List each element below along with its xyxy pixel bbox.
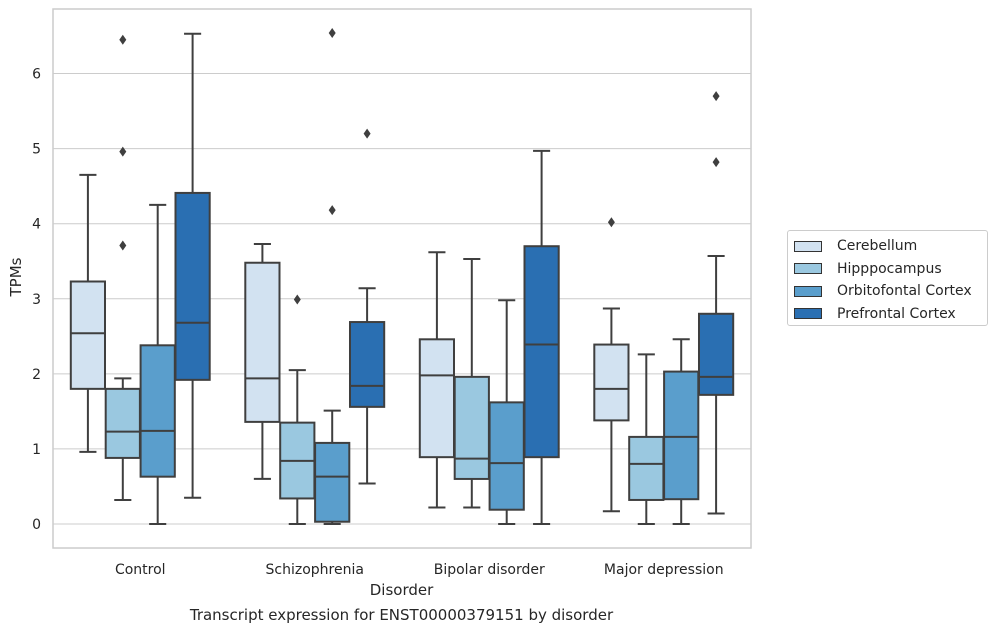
- outlier-point: [119, 240, 127, 251]
- y-tick-label: 1: [32, 442, 41, 458]
- x-tick-label: Schizophrenia: [266, 562, 364, 578]
- box: [453, 375, 490, 480]
- y-tick-label: 6: [32, 67, 41, 83]
- outlier-point: [363, 128, 371, 139]
- box: [418, 338, 456, 459]
- legend-item: Cerebellum: [794, 235, 987, 258]
- x-tick-label: Bipolar disorder: [434, 562, 545, 578]
- box: [174, 191, 211, 381]
- box: [69, 280, 107, 390]
- box: [314, 441, 351, 523]
- legend-label: Hipppocampus: [837, 260, 942, 277]
- box: [628, 435, 665, 501]
- x-tick-label: Major depression: [604, 562, 724, 578]
- box: [244, 261, 281, 423]
- legend-item: Hipppocampus: [794, 258, 987, 281]
- plot-frame: [52, 8, 752, 549]
- y-tick-label: 2: [32, 367, 41, 383]
- legend-label: Cerebellum: [837, 238, 918, 255]
- y-axis-label: TPMs: [7, 257, 25, 297]
- box: [697, 312, 735, 396]
- y-tick-label: 4: [32, 217, 41, 233]
- legend: Cerebellum Hipppocampus Orbitofontal Cor…: [787, 230, 988, 326]
- box: [488, 401, 525, 511]
- outlier-point: [119, 34, 127, 45]
- box: [523, 245, 560, 459]
- y-tick-label: 3: [32, 292, 41, 308]
- box: [139, 344, 176, 478]
- figure-caption: Transcript expression for ENST0000037915…: [189, 606, 614, 624]
- y-tick-label: 5: [32, 142, 41, 158]
- outlier-point: [293, 294, 301, 305]
- box: [104, 387, 141, 459]
- box: [593, 343, 630, 422]
- outlier-point: [328, 28, 336, 39]
- outlier-point: [607, 217, 615, 228]
- legend-swatch: [794, 240, 822, 252]
- box: [663, 370, 700, 501]
- x-axis-label: Disorder: [369, 581, 434, 599]
- x-tick-label: Control: [115, 562, 166, 578]
- y-tick-label: 0: [32, 517, 41, 533]
- legend-swatch: [794, 308, 822, 320]
- legend-label: Prefrontal Cortex: [837, 305, 956, 322]
- legend-swatch: [794, 263, 822, 275]
- outlier-point: [712, 157, 720, 168]
- outlier-point: [328, 205, 336, 216]
- box: [348, 321, 386, 408]
- outlier-point: [712, 91, 720, 102]
- legend-label: Orbitofontal Cortex: [837, 283, 972, 300]
- legend-swatch: [794, 285, 822, 297]
- outlier-point: [119, 146, 127, 157]
- legend-item: Orbitofontal Cortex: [794, 280, 987, 303]
- legend-item: Prefrontal Cortex: [794, 303, 987, 326]
